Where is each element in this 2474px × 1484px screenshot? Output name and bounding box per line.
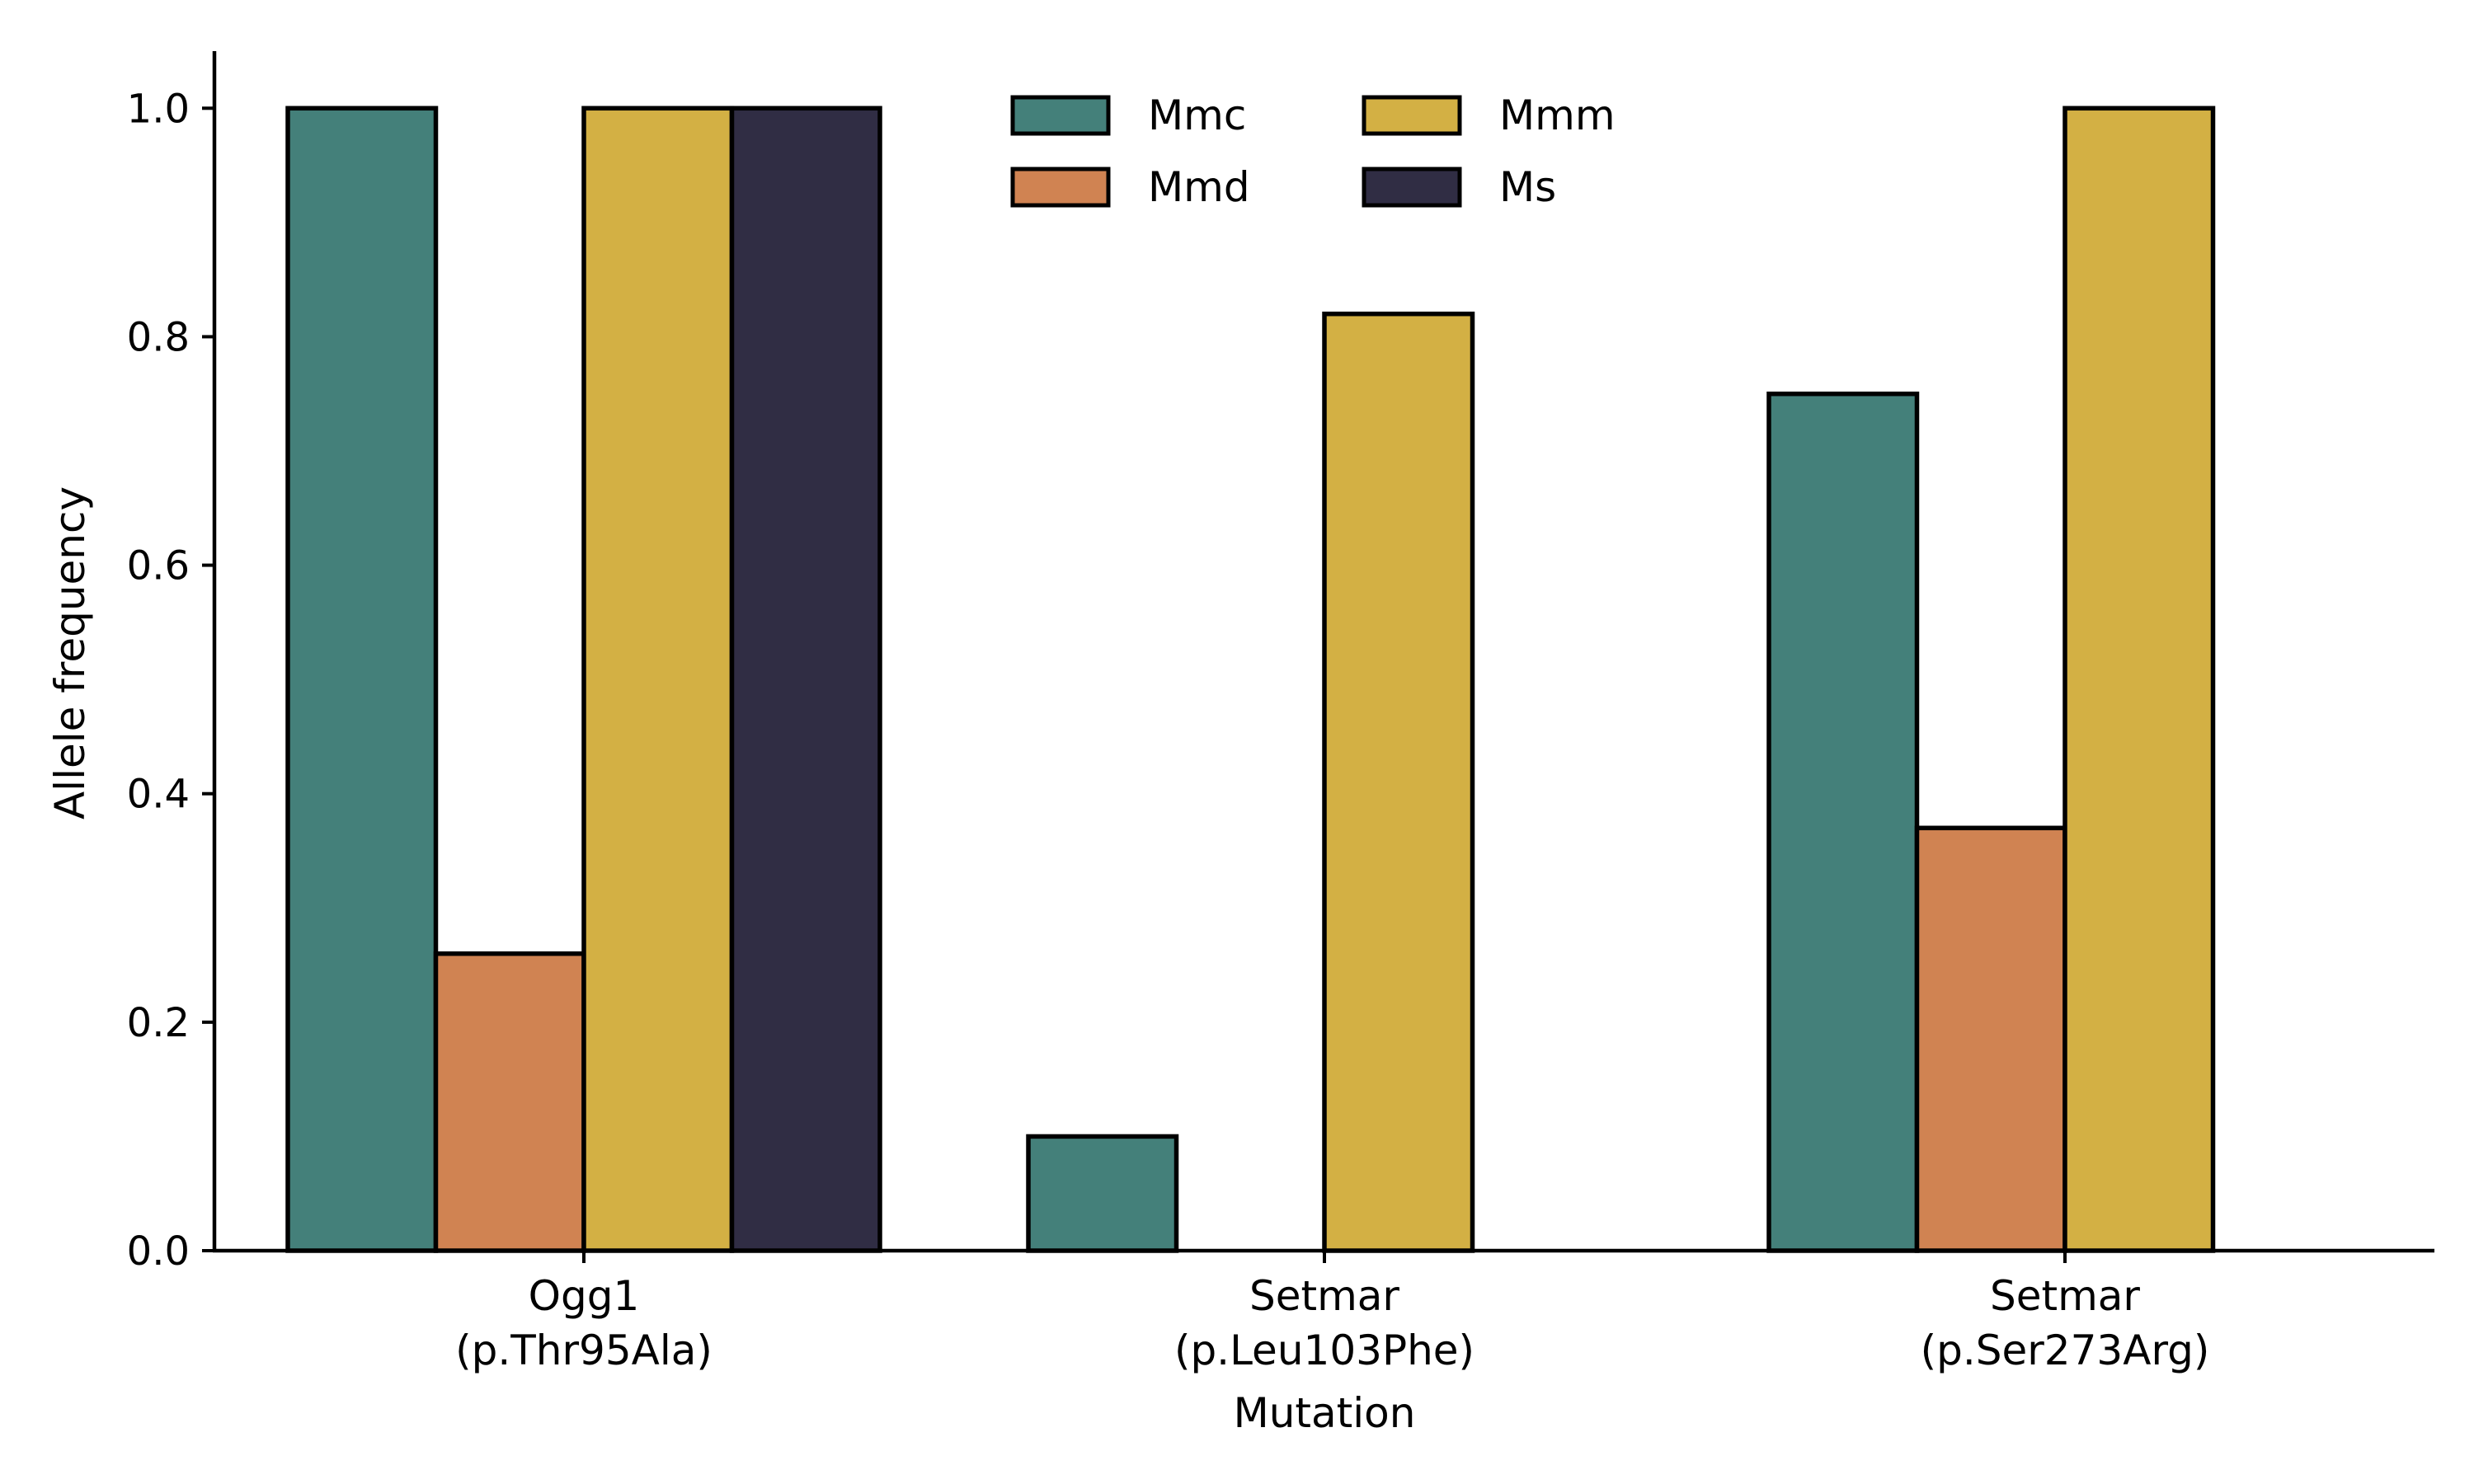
y-tick-label: 0.6: [127, 543, 190, 589]
legend-label-mmm: Mmm: [1499, 92, 1616, 139]
bar-mmm-2: [2062, 106, 2216, 1253]
y-axis-label: Allele frequency: [46, 486, 94, 819]
bar-mmc-2: [1766, 391, 1920, 1253]
legend-swatch-mmc: [1010, 95, 1111, 136]
legend-label-mmd: Mmd: [1148, 163, 1250, 211]
y-tick-label: 1.0: [127, 86, 190, 132]
bar-mmd-2: [1914, 825, 2067, 1253]
bar-mmc-0: [285, 106, 439, 1253]
bar-mmc-1: [1026, 1134, 1179, 1253]
bar-ms-0: [729, 106, 882, 1253]
x-ticks: Ogg1 (p.Thr95Ala) Setmar (p.Leu103Phe) Setma…: [455, 1251, 2209, 1374]
y-tick-label: 0.0: [127, 1228, 190, 1275]
legend-swatch-mmd: [1010, 167, 1111, 208]
bar-mmd-0: [433, 951, 586, 1253]
x-tick-label-line1: Ogg1: [529, 1272, 640, 1320]
x-tick-label-line1: Setmar: [1249, 1272, 1399, 1320]
legend: Mmc Mmd Mmm Ms: [1010, 92, 1616, 211]
legend-label-ms: Ms: [1499, 163, 1556, 211]
legend-swatch-ms: [1362, 167, 1462, 208]
y-tick-label: 0.4: [127, 772, 190, 818]
legend-swatch-mmm: [1362, 95, 1462, 136]
x-tick-label-line2: (p.Leu103Phe): [1174, 1327, 1475, 1374]
y-tick-label: 0.2: [127, 1000, 190, 1046]
legend-label-mmc: Mmc: [1148, 92, 1246, 139]
bar-mmm-0: [581, 106, 735, 1253]
bars-layer: [285, 106, 2216, 1253]
y-ticks: 0.0 0.2 0.4 0.6 0.8 1.0: [127, 86, 214, 1275]
x-tick-label-line2: (p.Thr95Ala): [455, 1327, 713, 1374]
x-tick-label-line2: (p.Ser273Arg): [1921, 1327, 2210, 1374]
x-tick-label-line1: Setmar: [1990, 1272, 2140, 1320]
bar-mmm-1: [1322, 311, 1475, 1253]
x-axis-label: Mutation: [1234, 1389, 1416, 1437]
y-tick-label: 0.8: [127, 314, 190, 360]
